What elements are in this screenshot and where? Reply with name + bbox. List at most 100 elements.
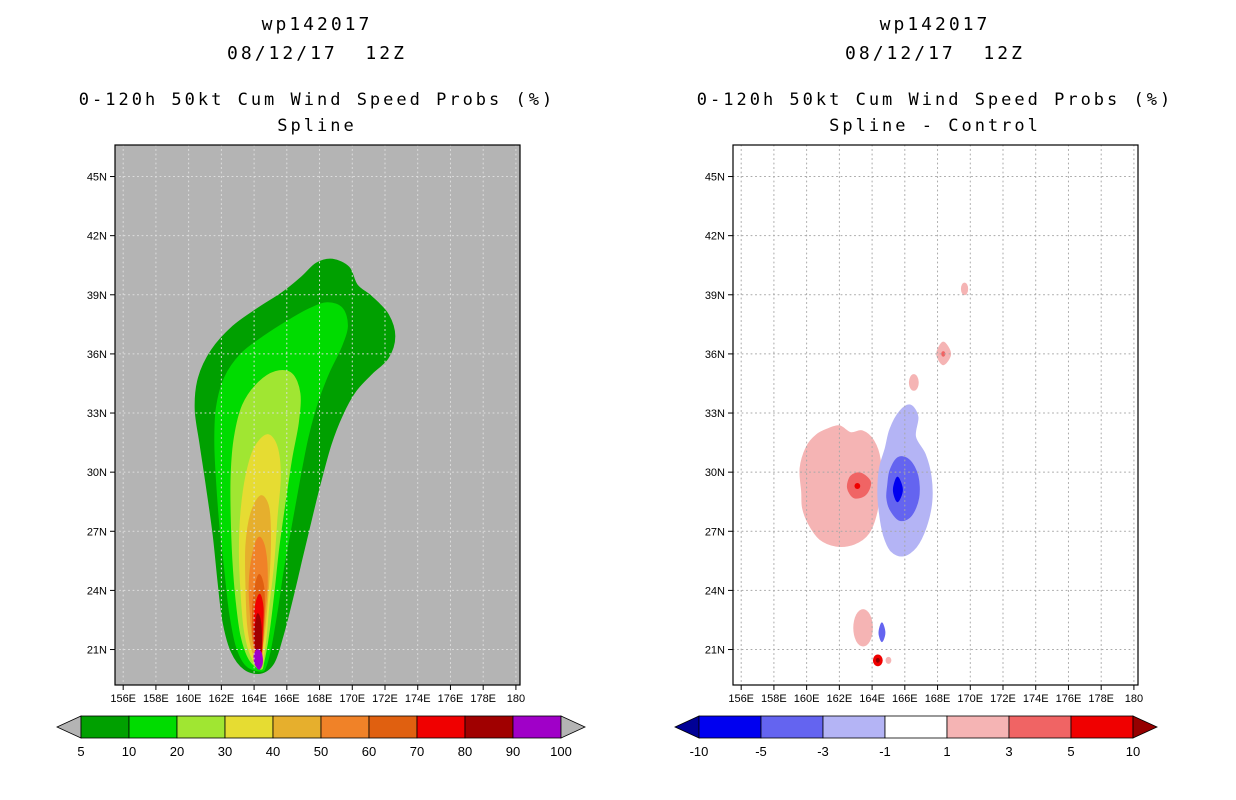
x-tick-label: 172E bbox=[372, 693, 398, 705]
colorbar-tick-label: 5 bbox=[77, 744, 84, 759]
x-tick-label: 162E bbox=[209, 693, 235, 705]
colorbar-segment bbox=[368, 715, 418, 739]
product-title: 0-120h 50kt Cum Wind Speed Probs (%) bbox=[79, 90, 555, 110]
colorbar-tick-label: 3 bbox=[1005, 744, 1012, 759]
x-tick-label: 158E bbox=[143, 693, 169, 705]
x-tick-label: 160E bbox=[176, 693, 202, 705]
contour-layer bbox=[194, 258, 396, 675]
colorbar-tick-label: 20 bbox=[170, 744, 184, 759]
colorbar-tick-label: 1 bbox=[943, 744, 950, 759]
x-tick-label: 164E bbox=[859, 693, 885, 705]
colorbar-segment bbox=[1008, 715, 1072, 739]
y-tick-label: 42N bbox=[87, 231, 107, 243]
x-tick-label: 172E bbox=[990, 693, 1016, 705]
x-tick-label: 166E bbox=[274, 693, 300, 705]
diff-neg-diamond-22n bbox=[878, 622, 886, 643]
x-tick-label: 158E bbox=[761, 693, 787, 705]
colorbar-segment bbox=[320, 715, 370, 739]
x-tick-label: 174E bbox=[405, 693, 431, 705]
plot-area: 156E 158E 160E 162E 164E 166E 168E 170E 172E 174E… bbox=[56, 144, 586, 759]
colorbar-tick-label: 80 bbox=[458, 744, 472, 759]
colorbar-segment bbox=[698, 715, 762, 739]
colorbar-segment bbox=[128, 715, 178, 739]
contour-layer bbox=[799, 282, 969, 667]
panel-spline-minus-control: wp142017 08/12/17 12Z 0-120h 50kt Cum Wi… bbox=[618, 0, 1236, 800]
method-label: Spline - Control bbox=[829, 116, 1041, 136]
x-tick-label: 174E bbox=[1023, 693, 1049, 705]
colorbar-right-arrow bbox=[560, 715, 586, 739]
axes-layer: 156E 158E 160E 162E 164E 166E 168E 170E 172E 174E… bbox=[705, 172, 1143, 705]
y-tick-label: 30N bbox=[87, 467, 107, 479]
colorbar-tick-label: 60 bbox=[362, 744, 376, 759]
y-tick-label: 30N bbox=[705, 467, 725, 479]
map-background bbox=[733, 145, 1138, 685]
y-tick-label: 36N bbox=[87, 349, 107, 361]
x-tick-label: 180 bbox=[1125, 693, 1143, 705]
x-tick-label: 166E bbox=[892, 693, 918, 705]
colorbar-segment bbox=[760, 715, 824, 739]
x-tick-label: 168E bbox=[307, 693, 333, 705]
y-tick-label: 27N bbox=[705, 526, 725, 538]
init-time-title: 08/12/17 12Z bbox=[227, 43, 407, 64]
colorbar-right-arrow bbox=[1132, 715, 1158, 739]
init-time-title: 08/12/17 12Z bbox=[845, 43, 1025, 64]
diff-pos-5-dot bbox=[854, 482, 861, 489]
colorbar-tick-label: -5 bbox=[755, 744, 767, 759]
colorbar-tick-label: 70 bbox=[410, 744, 424, 759]
x-tick-label: 170E bbox=[339, 693, 365, 705]
colorbar-segment bbox=[1070, 715, 1134, 739]
y-tick-label: 45N bbox=[87, 172, 107, 184]
colorbar-tick-label: -1 bbox=[879, 744, 891, 759]
plot-area: 156E 158E 160E 162E 164E 166E 168E 170E 172E 174E… bbox=[674, 144, 1158, 759]
axes-layer: 156E 158E 160E 162E 164E 166E 168E 170E 172E 174E… bbox=[87, 172, 525, 705]
y-tick-label: 21N bbox=[87, 645, 107, 657]
y-tick-label: 21N bbox=[705, 645, 725, 657]
spline-map-svg: wp142017 08/12/17 12Z 0-120h 50kt Cum Wi… bbox=[56, 14, 586, 759]
grid-layer bbox=[732, 144, 1139, 686]
colorbar-segment bbox=[884, 715, 948, 739]
colorbar-tick-label: 10 bbox=[122, 744, 136, 759]
y-tick-label: 36N bbox=[705, 349, 725, 361]
y-tick-label: 33N bbox=[87, 408, 107, 420]
y-tick-label: 45N bbox=[705, 172, 725, 184]
diff-pos-dot-39n bbox=[960, 282, 969, 296]
y-tick-label: 33N bbox=[705, 408, 725, 420]
colorbar-tick-label: 10 bbox=[1126, 744, 1140, 759]
y-tick-label: 42N bbox=[705, 231, 725, 243]
y-tick-label: 39N bbox=[87, 290, 107, 302]
map-border bbox=[732, 144, 1139, 686]
colorbar-segment bbox=[416, 715, 466, 739]
grid-layer bbox=[114, 144, 521, 686]
colorbar-segment bbox=[224, 715, 274, 739]
diff-pos-1-main bbox=[799, 425, 882, 547]
x-tick-label: 162E bbox=[827, 693, 853, 705]
x-tick-label: 160E bbox=[794, 693, 820, 705]
y-tick-label: 27N bbox=[87, 526, 107, 538]
colorbar: 5 10 20 30 40 50 60 70 80 90 100 bbox=[56, 715, 586, 759]
colorbar-segment bbox=[512, 715, 562, 739]
colorbar-tick-label: 30 bbox=[218, 744, 232, 759]
diff-pos-diamond-36n-core bbox=[941, 351, 946, 357]
colorbar-left-arrow bbox=[674, 715, 700, 739]
colorbar-tick-label: 100 bbox=[550, 744, 572, 759]
diff-pos-dot-20n-east bbox=[885, 656, 892, 664]
colorbar-tick-label: 40 bbox=[266, 744, 280, 759]
panel-spline: wp142017 08/12/17 12Z 0-120h 50kt Cum Wi… bbox=[56, 14, 586, 759]
diff-neg-5-dot bbox=[892, 476, 903, 503]
colorbar-tick-label: 5 bbox=[1067, 744, 1074, 759]
x-tick-label: 180 bbox=[507, 693, 525, 705]
colorbar-segment bbox=[80, 715, 130, 739]
x-tick-label: 176E bbox=[1056, 693, 1082, 705]
colorbar-segment bbox=[822, 715, 886, 739]
y-tick-label: 24N bbox=[87, 585, 107, 597]
colorbar-segment bbox=[946, 715, 1010, 739]
diff-pos-blob-22n bbox=[853, 609, 873, 647]
y-tick-label: 24N bbox=[705, 585, 725, 597]
colorbar-tick-label: 90 bbox=[506, 744, 520, 759]
x-tick-label: 156E bbox=[728, 693, 754, 705]
diff-pos-dot-20n-core bbox=[875, 657, 880, 663]
colorbar-left-arrow bbox=[56, 715, 82, 739]
colorbar-tick-label: -10 bbox=[690, 744, 709, 759]
x-tick-label: 168E bbox=[925, 693, 951, 705]
y-tick-label: 39N bbox=[705, 290, 725, 302]
